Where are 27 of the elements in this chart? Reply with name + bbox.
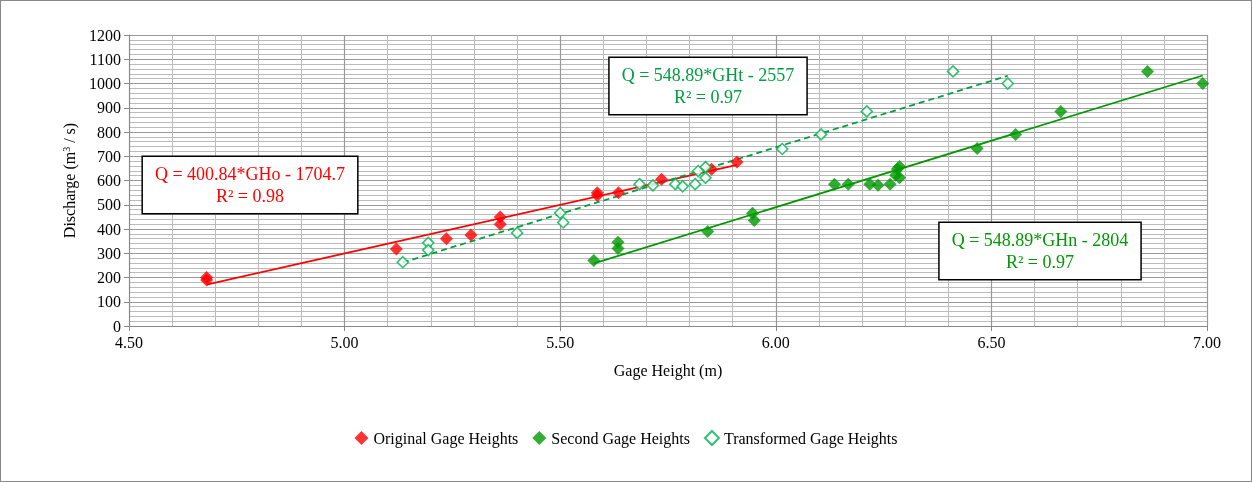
y-tick-label: 500 (97, 196, 121, 214)
x-tick-label: 7.00 (1193, 333, 1221, 351)
y-tick-label: 200 (97, 269, 121, 286)
y-tick-label: 800 (97, 123, 121, 141)
y-tick-label: 600 (97, 172, 121, 189)
x-tick-label: 5.50 (546, 333, 575, 351)
x-tick-label: 5.00 (330, 333, 359, 351)
y-tick-label: 400 (97, 220, 121, 238)
y-tick-label: 1000 (89, 75, 121, 92)
y-tick-label: 700 (97, 147, 121, 165)
y-tick-label: 0 (113, 317, 121, 335)
y-tick-label: 100 (97, 293, 121, 311)
y-axis-title: Discharge (m3 / s) (60, 122, 79, 239)
x-tick-label: 6.50 (977, 333, 1006, 351)
y-tick-label: 1200 (89, 26, 121, 44)
x-tick-label: 6.00 (761, 333, 790, 351)
y-tick-label: 300 (97, 244, 121, 262)
y-tick-label: 900 (97, 99, 121, 117)
legend-label: Second Gage Heights (551, 429, 690, 448)
legend-label: Transformed Gage Heights (723, 429, 898, 448)
annotation: Q = 400.84*GHo - 1704.7 R² = 0.98 (154, 164, 346, 206)
annotation: Q = 548.89*GHt - 2557 R² = 0.97 (621, 65, 795, 107)
annotation: Q = 548.89*GHn - 2804 R² = 0.97 (951, 230, 1129, 272)
legend-label: Original Gage Heights (373, 429, 519, 448)
x-axis-title: Gage Height (m) (613, 361, 723, 380)
y-tick-label: 1100 (89, 50, 121, 68)
x-tick-label: 4.50 (115, 333, 143, 351)
